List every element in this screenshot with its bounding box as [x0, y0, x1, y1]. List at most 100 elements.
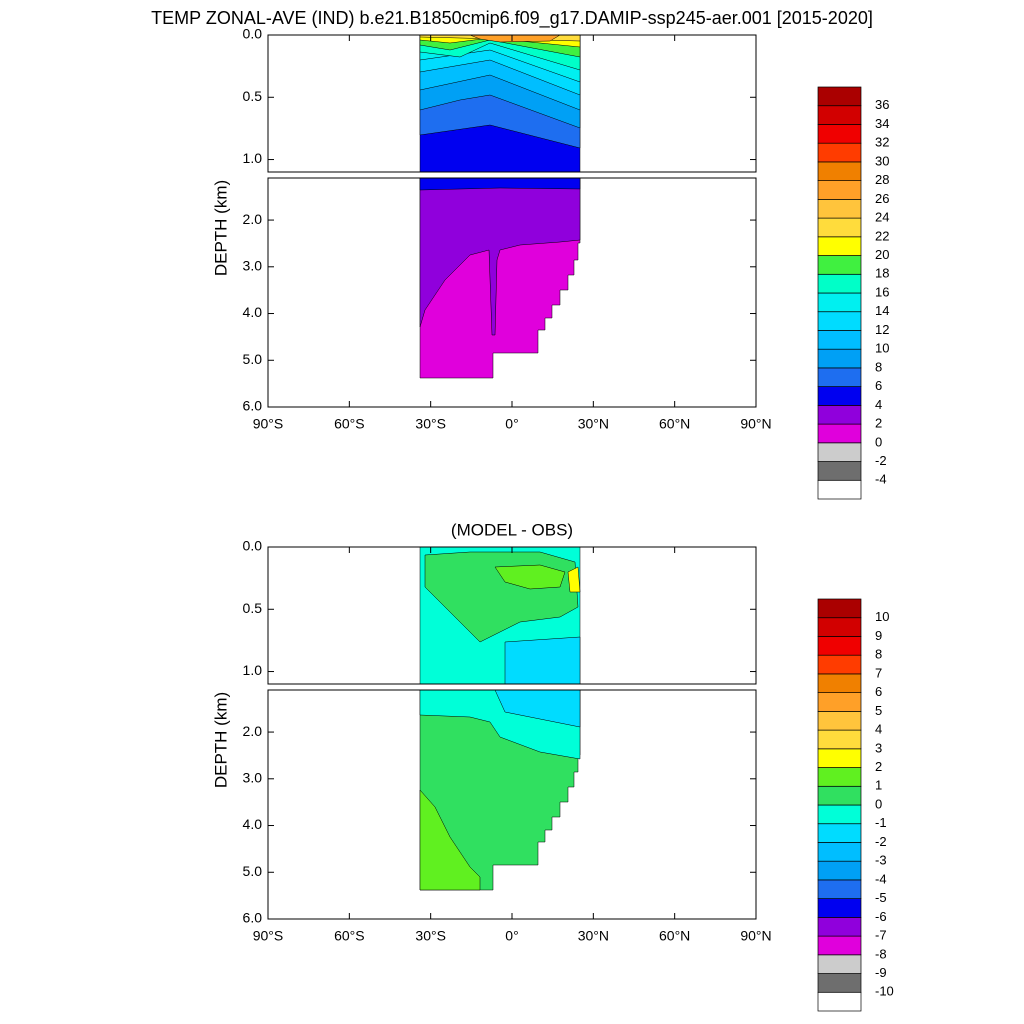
- colorbar-box: [817, 217, 862, 238]
- colorbar-label: -6: [875, 909, 887, 924]
- colorbar-box: [817, 767, 862, 787]
- colorbar-label: 4: [875, 397, 882, 412]
- colorbar-box: [817, 423, 862, 444]
- colorbar-box: [817, 898, 862, 918]
- colorbar-box: [817, 917, 862, 937]
- colorbar-box: [817, 292, 862, 313]
- colorbar-label: 8: [875, 359, 882, 374]
- colorbar-box: [817, 823, 862, 843]
- y-tick-label: 4.0: [243, 304, 263, 320]
- colorbar-label: 7: [875, 665, 882, 680]
- y-tick-label: 1.0: [243, 150, 263, 166]
- contour-fill: [494, 564, 566, 590]
- colorbar-label: 24: [875, 210, 889, 225]
- colorbar-label: 10: [875, 341, 889, 356]
- colorbar-label: -1: [875, 815, 887, 830]
- colorbar-label: 10: [875, 609, 889, 624]
- colorbar-box: [817, 673, 862, 693]
- y-tick-label: 6.0: [243, 910, 263, 926]
- colorbar-box: [817, 124, 862, 144]
- colorbar-label: 28: [875, 172, 889, 187]
- colorbar-label: -4: [875, 472, 887, 487]
- contour-fill: [419, 789, 481, 891]
- colorbar-label: 34: [875, 116, 889, 131]
- colorbar-label: 2: [875, 759, 882, 774]
- colorbar-label: 6: [875, 378, 882, 393]
- y-tick-label: 0.0: [243, 26, 263, 42]
- colorbar-box: [817, 842, 862, 862]
- colorbar-label: 16: [875, 284, 889, 299]
- colorbar-box: [817, 461, 862, 481]
- colorbar-box: [817, 711, 862, 731]
- colorbar-label: -5: [875, 890, 887, 905]
- colorbar-label: -8: [875, 946, 887, 961]
- colorbar-box: [817, 311, 862, 331]
- colorbar-box: [817, 617, 862, 637]
- colorbar-label: 32: [875, 135, 889, 150]
- colorbar-box: [817, 991, 862, 1012]
- colorbar-box: [817, 86, 862, 107]
- colorbar-box: [817, 255, 862, 275]
- colorbar-label: 5: [875, 703, 882, 718]
- colorbar-box: [817, 973, 862, 993]
- colorbar-box: [817, 804, 862, 825]
- colorbar-box: [817, 785, 862, 806]
- colorbar-label: 36: [875, 97, 889, 112]
- y-tick-label: 0.5: [243, 88, 263, 104]
- contour-fill: [419, 177, 581, 191]
- colorbar-label: 12: [875, 322, 889, 337]
- colorbar-label: 30: [875, 153, 889, 168]
- x-tick-label: 30°S: [415, 928, 446, 944]
- contour-fill: [419, 177, 581, 336]
- x-tick-label: 60°N: [659, 416, 690, 432]
- colorbar-box: [817, 236, 862, 256]
- colorbar-label: -2: [875, 834, 887, 849]
- y-tick-label: 4.0: [243, 816, 263, 832]
- colorbar-label: 1: [875, 778, 882, 793]
- colorbar-label: 14: [875, 303, 889, 318]
- y-tick-label: 2.0: [243, 211, 263, 227]
- x-tick-label: 90°S: [253, 928, 284, 944]
- colorbar-label: -3: [875, 853, 887, 868]
- colorbar-box: [817, 479, 862, 500]
- y-tick-label: 5.0: [243, 351, 263, 367]
- y-tick-label: 6.0: [243, 398, 263, 414]
- colorbar-box: [817, 879, 862, 899]
- colorbar-box: [817, 748, 862, 768]
- y-tick-label: 3.0: [243, 769, 263, 785]
- colorbar-box: [817, 598, 862, 619]
- colorbar-label: -2: [875, 453, 887, 468]
- colorbar-label: 0: [875, 796, 882, 811]
- colorbar-label: 3: [875, 740, 882, 755]
- colorbar-label: 22: [875, 228, 889, 243]
- contour-fill: [567, 566, 581, 593]
- colorbar-box: [817, 142, 862, 163]
- colorbar-box: [817, 105, 862, 125]
- colorbar-box: [817, 199, 862, 219]
- x-tick-label: 30°S: [415, 416, 446, 432]
- x-tick-label: 60°N: [659, 928, 690, 944]
- colorbar-label: 8: [875, 647, 882, 662]
- y-tick-label: 5.0: [243, 863, 263, 879]
- colorbar-label: 2: [875, 416, 882, 431]
- chart-title: TEMP ZONAL-AVE (IND) b.e21.B1850cmip6.f0…: [151, 8, 873, 29]
- colorbar-box: [817, 161, 862, 181]
- x-tick-label: 30°N: [578, 416, 609, 432]
- colorbar-box: [817, 935, 862, 956]
- x-tick-label: 90°N: [740, 416, 771, 432]
- y-tick-label: 0.0: [243, 538, 263, 554]
- colorbar-box: [817, 729, 862, 750]
- colorbar-box: [817, 348, 862, 369]
- colorbar-box: [817, 180, 862, 200]
- y-tick-label: 2.0: [243, 723, 263, 739]
- chart-title: (MODEL - OBS): [451, 520, 573, 539]
- colorbar-label: 26: [875, 191, 889, 206]
- colorbar-box: [817, 636, 862, 656]
- contour-fill: [504, 636, 581, 685]
- x-tick-label: 90°S: [253, 416, 284, 432]
- colorbar-label: -4: [875, 871, 887, 886]
- y-axis-label: DEPTH (km): [211, 180, 230, 276]
- colorbar-box: [817, 386, 862, 406]
- colorbar-box: [817, 367, 862, 387]
